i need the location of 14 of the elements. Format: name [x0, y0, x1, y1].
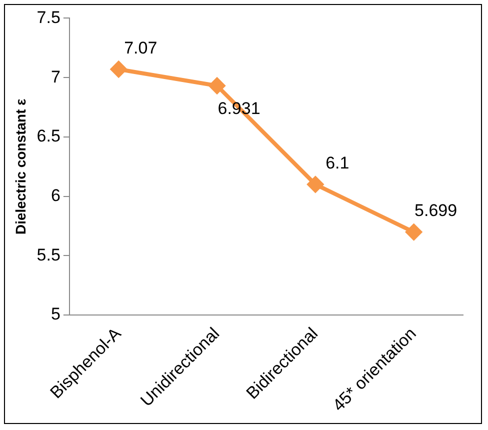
- data-label: 6.1: [326, 154, 350, 173]
- y-tick-label: 7.5: [36, 8, 60, 27]
- point: [307, 176, 324, 192]
- point: [110, 61, 127, 78]
- y-tick-label: 7: [50, 67, 60, 86]
- y-tick-label: 6: [50, 186, 60, 205]
- y-tick-label: 6.5: [36, 126, 60, 146]
- y-axis-title: Dielectric constant ε: [12, 98, 28, 235]
- point: [209, 78, 226, 94]
- y-tick-label: 5: [50, 304, 60, 324]
- data-label: 5.699: [414, 201, 458, 220]
- data-label: 7.07: [124, 38, 158, 58]
- point: [406, 224, 422, 240]
- y-tick-label: 5.5: [36, 245, 60, 264]
